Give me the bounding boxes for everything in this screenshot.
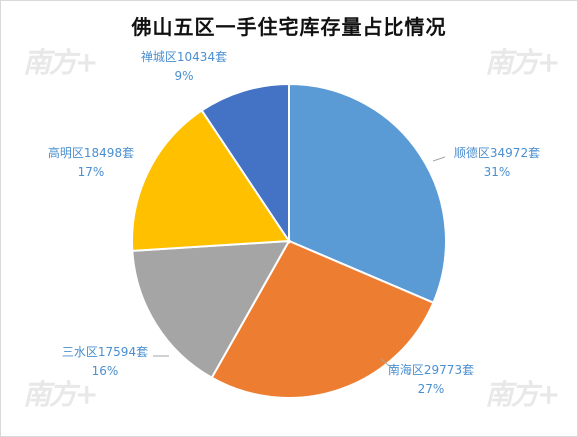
watermark: 南方+ <box>485 46 560 79</box>
pie-slice-3 <box>131 239 291 380</box>
leader-line <box>380 358 394 370</box>
watermark: 南方+ <box>485 378 560 411</box>
chart-title: 佛山五区一手住宅库存量占比情况 <box>131 15 447 39</box>
leader-line <box>432 156 446 162</box>
slice-label-1: 顺德区34972套 <box>454 145 540 160</box>
pie-slice-5 <box>200 82 290 245</box>
slice-label-5: 禅城区10434套 <box>141 50 227 64</box>
slice-percent-3: 16% <box>92 364 119 378</box>
pie-slice-1 <box>288 82 447 305</box>
slice-percent-5: 9% <box>174 69 193 83</box>
watermark: 南方+ <box>23 46 98 79</box>
pie-slice-4 <box>131 109 291 252</box>
slice-percent-1: 31% <box>484 165 511 179</box>
slice-label-3: 三水区17594套 <box>62 345 148 359</box>
slice-label-4: 高明区18498套 <box>48 145 134 160</box>
watermark: 南方+ <box>23 378 98 411</box>
slice-percent-4: 17% <box>78 165 105 179</box>
slice-label-2: 南海区29773套 <box>388 362 474 377</box>
slice-percent-2: 27% <box>418 382 445 396</box>
